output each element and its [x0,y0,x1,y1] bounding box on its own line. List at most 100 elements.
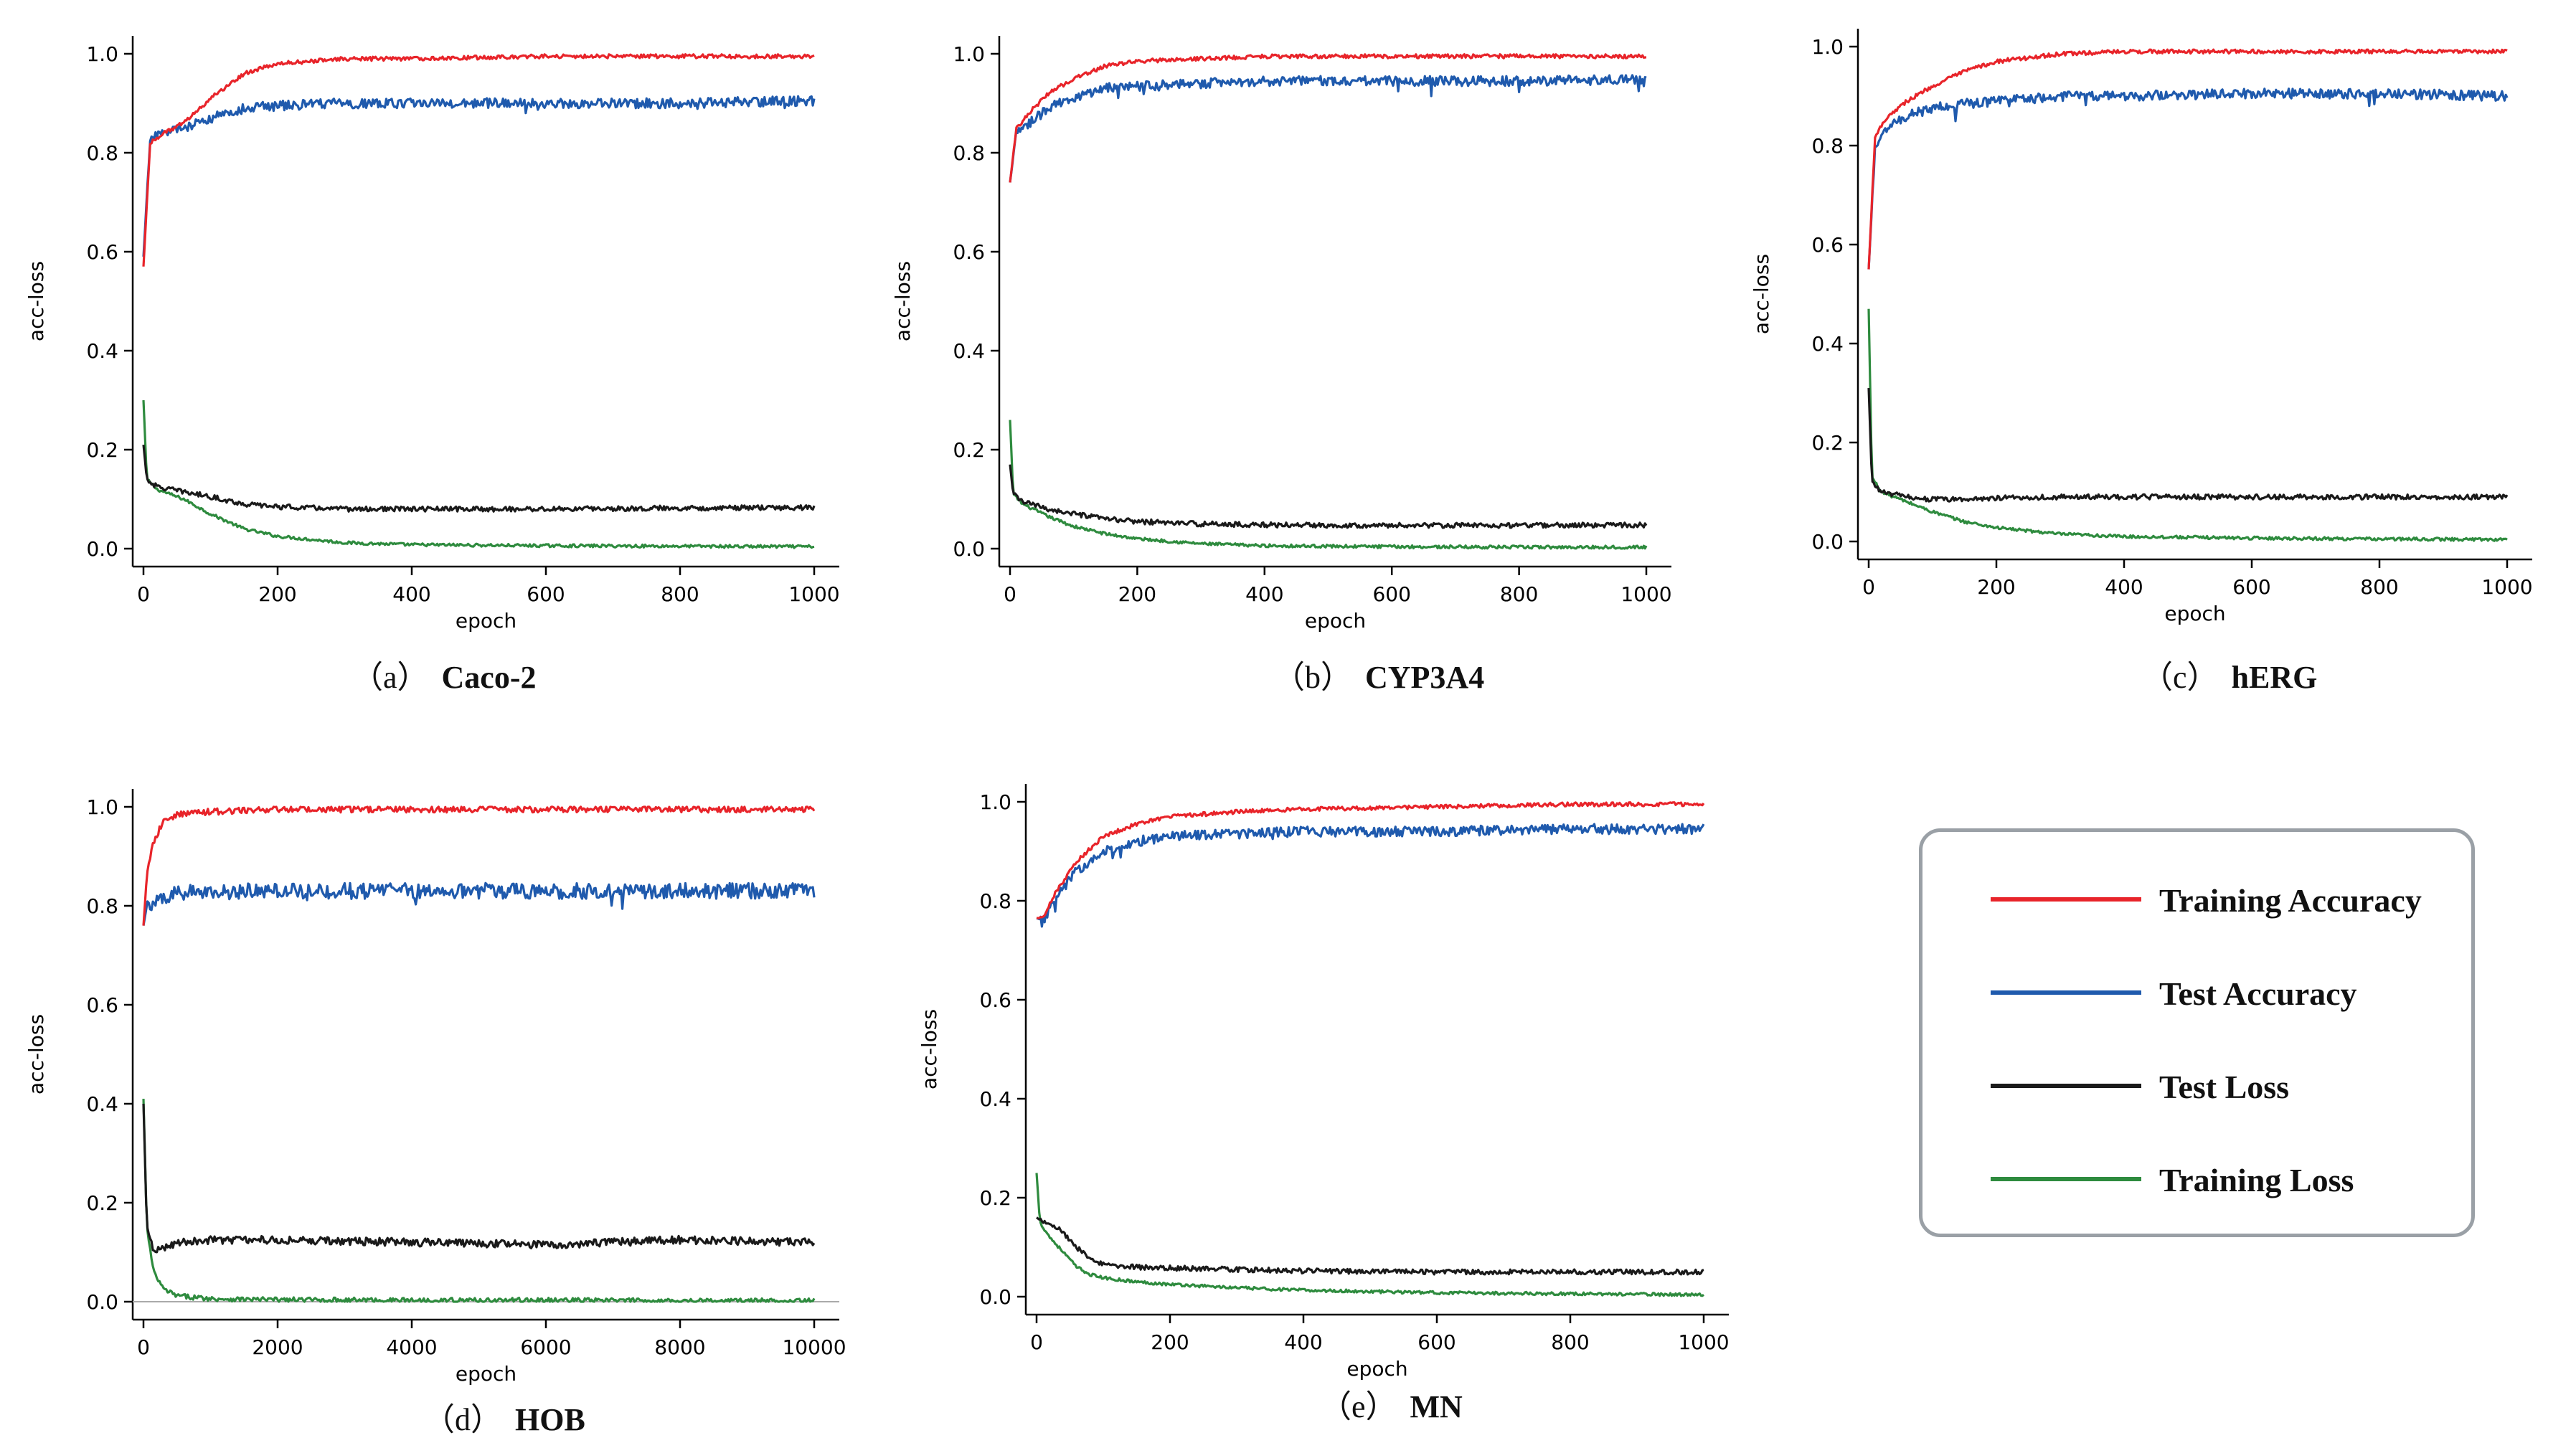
y-tick-label-d: 0.4 [86,1092,118,1116]
y-tick-label-d: 0.2 [86,1191,118,1215]
y-tick-label-b: 0.8 [953,141,985,165]
caption-c: （c） hERG [2141,651,2317,697]
x-tick-label-d: 10000 [782,1335,846,1359]
y-axis-label-c: acc-loss [1750,254,1773,334]
x-tick-label-b: 200 [1118,582,1156,606]
y-tick-label-e: 0.6 [979,988,1011,1012]
x-tick-label-b: 600 [1372,582,1410,606]
x-tick-label-e: 800 [1551,1330,1589,1354]
y-tick-label-c: 1.0 [1811,35,1844,59]
x-axis-label-c: epoch [2164,602,2225,625]
caption-letter-c: （c） [2141,660,2219,695]
y-axis-label-e: acc-loss [917,1009,941,1089]
y-tick-label-e: 0.2 [979,1186,1011,1210]
legend-item-test-loss: Test Loss [1922,1064,2471,1107]
y-tick-label-c: 0.8 [1811,134,1844,158]
series-line-training-accuracy-b [1009,53,1646,183]
legend-label-training-loss: Training Loss [2159,1162,2354,1198]
series-line-training-loss-b [1009,420,1648,550]
legend-swatch-training-accuracy [1991,897,2141,902]
x-tick-label-e: 400 [1284,1330,1322,1354]
panel-a: 0.0 0.2 0.4 0.6 0.8 1.0 0 200 400 600 800 1000 epoch… [0,0,861,653]
x-tick-label-c: 800 [2360,575,2398,599]
y-tick-label-e: 0.0 [979,1285,1011,1309]
caption-b: （b） CYP3A4 [1273,651,1484,697]
series-line-training-loss-c [1867,308,2508,542]
series-line-training-accuracy-d [142,805,816,926]
x-tick-label-e: 200 [1151,1330,1189,1354]
x-tick-label-a: 1000 [788,582,839,606]
x-tick-label-b: 0 [1004,582,1016,606]
x-tick-label-a: 0 [137,582,150,606]
caption-letter-a: （a） [352,660,429,695]
x-tick-label-e: 600 [1417,1330,1456,1354]
series-line-test-loss-d [142,1103,816,1254]
y-axis-label-b: acc-loss [891,261,915,341]
y-tick-label-a: 1.0 [86,42,118,66]
x-tick-label-c: 200 [1977,575,2015,599]
y-tick-label-b: 0.6 [953,240,985,264]
x-tick-label-d: 2000 [252,1335,303,1359]
chart-svg-b: 0.0 0.2 0.4 0.6 0.8 1.0 0 200 400 600 800 1000 epoch… [891,36,1672,633]
y-tick-label-e: 1.0 [979,790,1011,814]
series-line-test-loss-b [1009,464,1648,529]
y-tick-label-d: 0.0 [86,1290,118,1314]
legend-item-test-accuracy: Test Accuracy [1922,971,2471,1014]
x-tick-label-c: 1000 [2481,575,2532,599]
y-tick-label-a: 0.8 [86,141,118,165]
caption-letter-d: （d） [423,1402,502,1437]
chart-svg-a: 0.0 0.2 0.4 0.6 0.8 1.0 0 200 400 600 800 1000 epoch… [24,36,840,633]
panel-b: 0.0 0.2 0.4 0.6 0.8 1.0 0 200 400 600 800 1000 epoch… [861,0,1722,653]
legend-swatch-test-accuracy [1991,990,2141,995]
x-axis-label-a: epoch [456,609,516,633]
legend-label-test-loss: Test Loss [2159,1069,2290,1105]
legend-item-training-accuracy: Training Accuracy [1922,878,2471,921]
x-tick-label-c: 600 [2232,575,2270,599]
caption-name-c: hERG [2231,660,2318,695]
y-tick-label-b: 0.0 [953,537,985,561]
chart-svg-c: 0.0 0.2 0.4 0.6 0.8 1.0 0 200 400 600 800 1000 epoch… [1750,29,2533,625]
panel-e: 0.0 0.2 0.4 0.6 0.8 1.0 0 200 400 600 800 1000 epoch… [897,739,1758,1399]
series-line-test-loss-c [1867,388,2509,503]
series-line-test-accuracy-c [1867,87,2509,270]
y-axis-label-a: acc-loss [24,261,48,341]
caption-d: （d） HOB [423,1394,585,1439]
y-tick-label-d: 0.8 [86,894,118,918]
caption-letter-b: （b） [1273,660,1352,695]
x-tick-label-d: 0 [137,1335,150,1359]
series-line-training-loss-e [1035,1173,1704,1297]
x-tick-label-a: 600 [527,582,565,606]
y-tick-label-b: 0.4 [953,339,985,363]
panel-d: 0.0 0.2 0.4 0.6 0.8 1.0 0 2000 4000 6000 8000 10000… [0,739,861,1399]
caption-letter-e: （e） [1320,1389,1397,1424]
y-tick-label-b: 0.2 [953,438,985,462]
y-tick-label-a: 0.2 [86,438,118,462]
x-tick-label-e: 1000 [1678,1330,1729,1354]
series-line-test-accuracy-d [142,881,816,926]
x-tick-label-a: 800 [661,582,699,606]
x-tick-label-e: 0 [1030,1330,1043,1354]
y-tick-label-c: 0.2 [1811,431,1844,455]
series-line-training-accuracy-c [1867,48,2508,270]
y-tick-label-b: 1.0 [953,42,985,66]
y-tick-label-e: 0.8 [979,889,1011,913]
legend-label-test-accuracy: Test Accuracy [2159,975,2357,1012]
x-tick-label-d: 4000 [386,1335,437,1359]
caption-name-a: Caco-2 [441,660,537,695]
chart-svg-d: 0.0 0.2 0.4 0.6 0.8 1.0 0 2000 4000 6000 8000 10000… [24,789,846,1386]
y-tick-label-c: 0.0 [1811,530,1844,554]
y-tick-label-a: 0.4 [86,339,118,363]
series-line-test-accuracy-e [1036,823,1705,928]
x-tick-label-b: 400 [1245,582,1283,606]
caption-name-e: MN [1410,1389,1463,1424]
x-tick-label-c: 400 [2105,575,2143,599]
y-tick-label-e: 0.4 [979,1087,1011,1111]
panel-c: 0.0 0.2 0.4 0.6 0.8 1.0 0 200 400 600 800 1000 epoch… [1722,0,2576,653]
x-tick-label-d: 8000 [654,1335,705,1359]
y-tick-label-d: 0.6 [86,993,118,1017]
legend-swatch-test-loss [1991,1084,2141,1088]
series-line-test-loss-e [1036,1216,1704,1276]
series-line-training-accuracy-e [1037,801,1705,919]
series-line-test-accuracy-a [142,95,816,257]
x-tick-label-c: 0 [1862,575,1875,599]
